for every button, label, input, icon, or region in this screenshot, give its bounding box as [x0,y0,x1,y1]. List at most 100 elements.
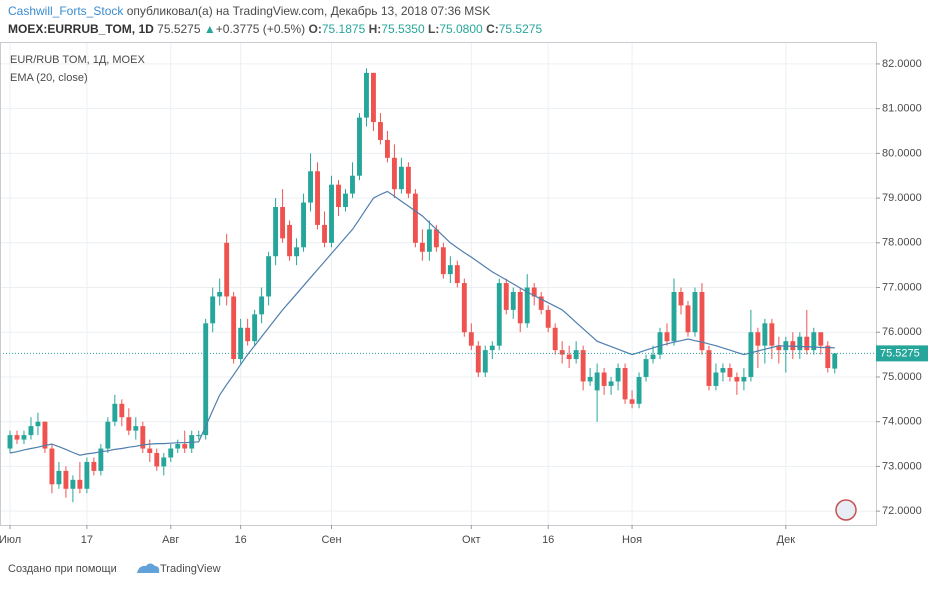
logo-icon [137,563,160,573]
o-label: O: [309,22,322,36]
candle-body [14,435,20,440]
candle-body [559,350,565,355]
candle-body [769,323,775,346]
candle-body [482,350,488,373]
y-tick-label: 80.0000 [882,147,922,159]
candle-body [175,444,181,449]
x-tick-label: 16 [542,534,554,546]
candle-body [419,242,425,252]
candle-body [503,283,509,310]
last: 75.5275 [157,22,201,36]
candle-body [454,265,460,284]
grid [0,42,876,525]
candle-body [566,354,572,360]
candle-body [105,421,111,449]
y-tick-label: 75.0000 [882,371,922,383]
candle-body [245,327,251,342]
candle-body [112,403,118,422]
candle-body [224,242,230,297]
y-tick-label: 73.0000 [882,460,922,472]
candle-body [273,207,279,257]
candle-body [308,171,313,203]
candle-body [329,184,334,243]
candle-body [517,291,523,324]
candle-body [748,332,754,377]
candle-body [371,72,376,123]
footer-brand[interactable]: TradingView [160,563,221,575]
y-tick-label: 72.0000 [882,505,922,517]
candle-body [350,175,355,194]
x-tick-label: Июл [0,534,21,546]
x-tick-label: 17 [81,534,93,546]
last-price-label: 75.5275 [880,347,920,359]
emblem [835,499,857,521]
x-tick-label: Ноя [622,534,642,546]
candle-body [489,345,495,351]
candle-body [405,166,411,194]
candle-body [776,345,782,351]
candle-body [531,287,537,297]
c-value: 75.5275 [499,22,543,36]
candle-body [832,353,838,369]
candle-body [664,332,670,342]
candle-body [322,224,327,243]
ema-line [9,190,835,456]
candle-body [343,193,348,208]
h-value: 75.5350 [381,22,425,36]
x-tick-label: 16 [235,534,247,546]
candle-body [231,296,237,360]
candle-body [545,309,551,328]
marks [0,68,876,503]
tradingview-logo[interactable] [137,563,160,574]
author-link[interactable]: Cashwill_Forts_Stock [8,4,124,18]
candle-body [496,283,502,346]
candle-body [252,314,258,342]
header-line-2: MOEX:EURRUB_TOM, 1D 75.5275 ▲+0.3775 (+0… [8,22,542,36]
candle-body [196,435,202,437]
candle-body [580,350,586,382]
candle-body [119,403,125,418]
candle-body [7,435,13,449]
candle-body [762,323,768,346]
candle-body [650,354,656,360]
candle-body [468,332,474,346]
x-tick-label: Дек [777,534,796,546]
candle-body [147,448,153,453]
x-tick-label: Авг [162,534,179,546]
candle-body [440,247,446,275]
l-label: L: [428,22,439,36]
candle-body [692,291,698,333]
candle-body [161,457,167,467]
candle-body [426,229,432,252]
candle-body [678,291,684,306]
candle-body [42,421,48,449]
candle-body [133,426,139,431]
candle-body [21,435,27,440]
candle-body [433,229,439,248]
candle-body [524,287,530,324]
y-tick-label: 81.0000 [882,103,922,115]
candle-body [266,256,272,297]
candle-body [77,479,83,489]
candle-body [818,332,824,346]
c-label: C: [486,22,499,36]
candle-body [594,372,600,391]
candle-body [98,448,104,471]
candle-body [294,247,300,257]
candle-body [811,332,817,351]
candle-body [56,470,62,485]
candle-body [699,291,705,351]
candle-body [126,417,132,431]
candle-body [797,336,803,351]
candle-body [804,336,810,351]
candle-body [384,139,390,158]
candle-body [210,296,216,324]
candle-body [671,291,677,342]
candle-body [49,448,55,485]
candle-body [622,368,628,400]
y-tick-label: 76.0000 [882,326,922,338]
candle-body [538,296,544,310]
candle-body [35,421,41,427]
candle-body [217,291,223,297]
